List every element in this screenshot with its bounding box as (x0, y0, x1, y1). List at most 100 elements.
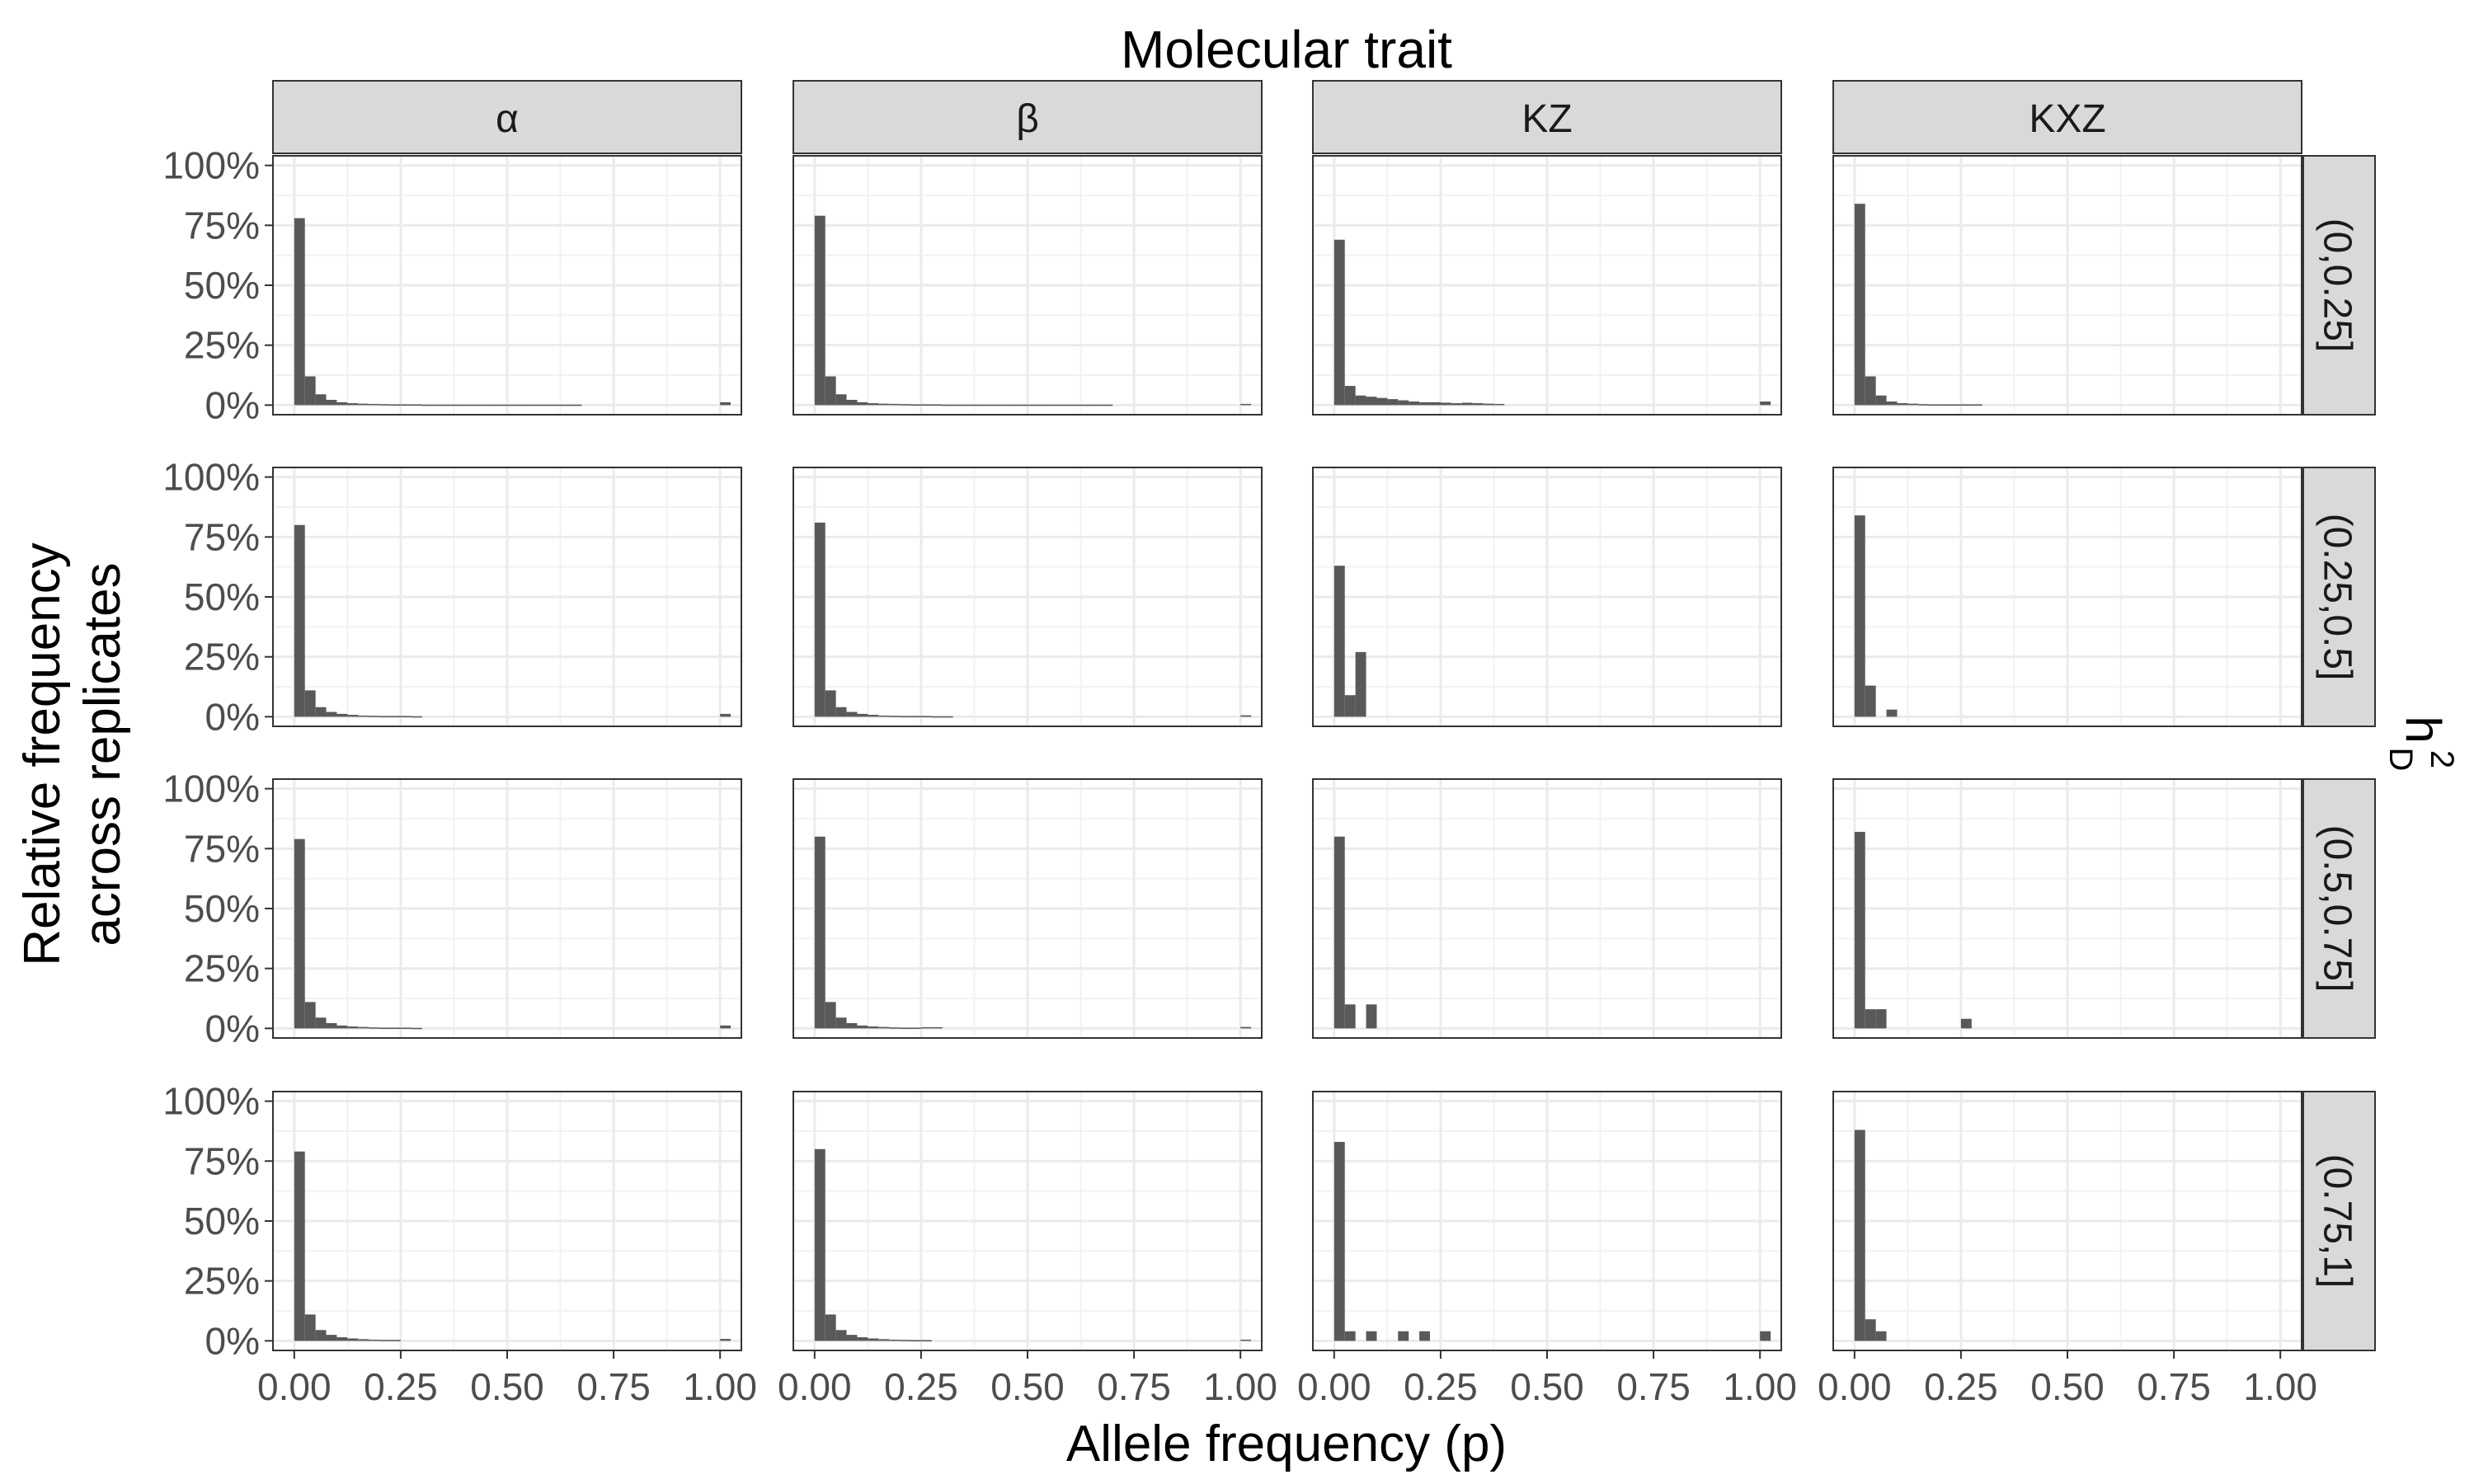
histogram-bar (920, 1026, 932, 1029)
histogram-bar (825, 376, 836, 406)
histogram-bar (857, 713, 868, 717)
facet-strip-label: (0.5,0.75] (2316, 825, 2359, 993)
histogram-bar (1760, 402, 1771, 406)
facet-row-title: h 2 D (2382, 716, 2460, 771)
x-tick-label: 0.50 (1510, 1365, 1584, 1408)
facet-strip-label: α (496, 97, 519, 141)
histogram-bar (1344, 386, 1356, 406)
histogram-bar (814, 215, 825, 406)
histogram-bar (1376, 397, 1388, 406)
histogram-bar (326, 399, 337, 406)
facet-panel (1832, 778, 2302, 1039)
y-tick-label: 100% (162, 1080, 260, 1123)
facet-strip-row: (0.5,0.75] (2302, 778, 2376, 1039)
histogram-bar (539, 404, 550, 406)
x-tick-label: 0.75 (2137, 1365, 2211, 1408)
y-tick-label: 25% (184, 324, 260, 367)
histogram-bar (889, 1339, 901, 1341)
histogram-bar (1398, 400, 1409, 406)
histogram-bar (931, 1026, 943, 1029)
histogram-bar (304, 1314, 316, 1341)
histogram-bar (379, 1027, 390, 1029)
histogram-bar (1451, 403, 1462, 406)
histogram-bar (1409, 402, 1420, 406)
histogram-bar (1240, 715, 1252, 717)
histogram-bar (1366, 397, 1377, 406)
histogram-bar (1950, 404, 1961, 406)
facet-strip-row: (0.25,0.5] (2302, 467, 2376, 727)
histogram-bar (390, 404, 401, 406)
x-tick-label: 1.00 (683, 1365, 757, 1408)
facet-strip-bg (272, 80, 742, 154)
histogram-bar (910, 716, 921, 717)
facet-strip-label: KZ (1522, 97, 1572, 141)
histogram-bar (486, 404, 497, 406)
facet-panel (1312, 155, 1782, 416)
histogram-bar (294, 1151, 305, 1341)
facet-grid: α β KZ KXZ (0,0.25] (0.25,0.5] (0.5,0.75] (0.75… (162, 80, 2376, 1408)
histogram-bar (878, 403, 890, 406)
histogram-bar (1907, 403, 1919, 406)
histogram-bar (835, 1017, 847, 1029)
histogram-bar (369, 403, 380, 406)
facet-strip-label: (0,0.25] (2316, 218, 2359, 353)
histogram-bar (336, 1025, 348, 1029)
histogram-bar (304, 376, 316, 406)
histogram-bar (1929, 404, 1940, 406)
x-tick-label: 1.00 (2243, 1365, 2317, 1408)
histogram-bar (920, 716, 932, 717)
histogram-bar (868, 1338, 879, 1341)
y-tick-label: 0% (205, 1007, 260, 1050)
histogram-bar (528, 404, 539, 406)
panel-border (1312, 467, 1782, 727)
histogram-bar (868, 403, 879, 406)
panel-border (1312, 155, 1782, 416)
histogram-bar (1419, 402, 1430, 406)
histogram-bar (835, 394, 847, 406)
histogram-bar (454, 404, 465, 406)
histogram-bar (846, 1022, 858, 1029)
histogram-bar (974, 404, 985, 406)
histogram-bar (400, 716, 412, 717)
y-tick-label: 25% (184, 1260, 260, 1303)
histogram-bar (1240, 1339, 1252, 1341)
histogram-bar (326, 1335, 337, 1341)
facet-strip-bg (793, 80, 1263, 154)
panel-border (793, 467, 1263, 727)
histogram-bar (952, 404, 964, 406)
histogram-bar (1854, 831, 1865, 1029)
histogram-bar (421, 404, 433, 406)
y-tick-label: 50% (184, 264, 260, 307)
facet-panel: 0.00 0.25 0.50 0.75 1.00 (1297, 1091, 1797, 1408)
histogram-bar (400, 1027, 412, 1029)
y-tick-label: 25% (184, 636, 260, 679)
histogram-bar (1440, 402, 1451, 406)
panel-border (1832, 155, 2302, 416)
histogram-bar (1017, 404, 1028, 406)
x-tick-label: 0.25 (884, 1365, 958, 1408)
x-tick-label: 0.75 (1097, 1365, 1171, 1408)
y-tick-label: 75% (184, 827, 260, 870)
y-tick-label: 75% (184, 204, 260, 247)
x-tick-label: 0.25 (364, 1365, 438, 1408)
histogram-bar (1865, 1009, 1876, 1029)
histogram-bar (1897, 403, 1908, 406)
histogram-bar (358, 715, 369, 717)
histogram-bar (1028, 404, 1038, 406)
x-tick-label: 0.75 (576, 1365, 651, 1408)
histogram-bar (900, 1340, 910, 1341)
histogram-bar (326, 711, 337, 717)
histogram-bar (825, 1002, 836, 1029)
histogram-bar (315, 707, 327, 717)
histogram-bar (571, 404, 582, 406)
facet-strip-column: KXZ (1832, 80, 2302, 154)
histogram-bar (304, 1002, 316, 1029)
histogram-bar (1865, 376, 1876, 406)
histogram-bar (1344, 1331, 1356, 1341)
y-tick-label: 75% (184, 1139, 260, 1182)
histogram-bar (1366, 1004, 1377, 1029)
histogram-bar (347, 715, 359, 717)
facet-strip-bg (2302, 1091, 2376, 1351)
histogram-bar (857, 402, 868, 406)
